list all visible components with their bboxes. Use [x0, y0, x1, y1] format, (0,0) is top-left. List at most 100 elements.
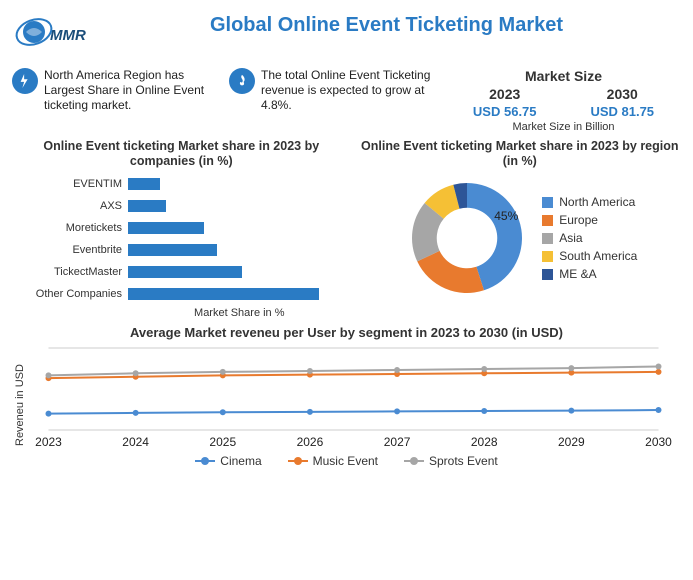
- line-legend-marker: [288, 460, 308, 462]
- series-marker: [133, 410, 139, 416]
- bar-track: [128, 200, 351, 212]
- legend-item: Europe: [542, 213, 637, 227]
- x-tick-label: 2023: [35, 435, 62, 449]
- legend-swatch: [542, 251, 553, 262]
- fact-growth: The total Online Event Ticketing revenue…: [229, 68, 432, 113]
- line-legend-marker: [404, 460, 424, 462]
- x-tick-label: 2025: [209, 435, 236, 449]
- bar-fill: [128, 244, 217, 256]
- x-tick-label: 2027: [384, 435, 411, 449]
- donut-center-label: 45%: [494, 209, 518, 223]
- donut-slice: [417, 251, 484, 293]
- line-legend-item: Music Event: [288, 454, 378, 468]
- bar-track: [128, 222, 351, 234]
- legend-swatch: [542, 233, 553, 244]
- bar-label: EVENTIM: [12, 178, 128, 190]
- flame-icon: [229, 68, 255, 94]
- line-chart-y-label: Reveneu in USD: [12, 342, 26, 452]
- bar-row: Eventbrite: [12, 241, 351, 259]
- bar-row: EVENTIM: [12, 175, 351, 193]
- legend-swatch: [542, 269, 553, 280]
- market-size-value: USD 56.75: [473, 102, 537, 119]
- bar-label: Other Companies: [12, 288, 128, 300]
- series-marker: [481, 366, 487, 372]
- series-marker: [394, 408, 400, 414]
- legend-label: South America: [559, 249, 637, 263]
- bar-row: Moretickets: [12, 219, 351, 237]
- series-marker: [307, 409, 313, 415]
- legend-item: ME &A: [542, 267, 637, 281]
- company-share-chart: Online Event ticketing Market share in 2…: [12, 139, 351, 319]
- bar-label: AXS: [12, 200, 128, 212]
- legend-item: South America: [542, 249, 637, 263]
- facts-row: North America Region has Largest Share i…: [0, 68, 693, 137]
- series-line: [49, 410, 659, 414]
- header: MMR Global Online Event Ticketing Market: [0, 0, 693, 68]
- market-size-value: USD 81.75: [590, 102, 654, 119]
- donut-chart-title: Online Event ticketing Market share in 2…: [359, 139, 681, 169]
- series-marker: [46, 372, 52, 378]
- bar-row: TickectMaster: [12, 263, 351, 281]
- line-legend: Cinema Music Event Sprots Event: [12, 452, 681, 468]
- bar-track: [128, 266, 351, 278]
- market-size-title: Market Size: [446, 68, 681, 84]
- line-legend-label: Sprots Event: [429, 454, 498, 468]
- series-marker: [394, 367, 400, 373]
- region-share-chart: Online Event ticketing Market share in 2…: [359, 139, 681, 319]
- bar-chart-title: Online Event ticketing Market share in 2…: [12, 139, 351, 169]
- market-size-subtitle: Market Size in Billion: [446, 119, 681, 133]
- x-tick-label: 2024: [122, 435, 149, 449]
- line-legend-marker: [195, 460, 215, 462]
- fact-text: North America Region has Largest Share i…: [44, 68, 215, 113]
- donut-wrap: 45%: [402, 173, 532, 303]
- page-title: Global Online Event Ticketing Market: [92, 8, 681, 37]
- bar-label: Eventbrite: [12, 244, 128, 256]
- series-marker: [656, 369, 662, 375]
- bar-track: [128, 288, 351, 300]
- donut-legend: North AmericaEuropeAsiaSouth AmericaME &…: [542, 195, 637, 281]
- series-marker: [46, 411, 52, 417]
- series-marker: [220, 409, 226, 415]
- series-marker: [656, 407, 662, 413]
- bar-fill: [128, 222, 204, 234]
- line-legend-item: Cinema: [195, 454, 261, 468]
- series-marker: [220, 369, 226, 375]
- revenue-per-user-chart: Average Market reveneu per User by segme…: [0, 319, 693, 468]
- bar-chart-body: EVENTIM AXS Moretickets Eventbrite TickectMa…: [12, 175, 351, 303]
- bar-fill: [128, 266, 242, 278]
- legend-label: North America: [559, 195, 635, 209]
- legend-label: Europe: [559, 213, 598, 227]
- line-legend-label: Music Event: [313, 454, 378, 468]
- market-size-year: 2030: [590, 86, 654, 102]
- bar-chart-x-label: Market Share in %: [12, 303, 351, 319]
- bar-row: AXS: [12, 197, 351, 215]
- bar-fill: [128, 288, 319, 300]
- series-marker: [307, 368, 313, 374]
- bar-label: Moretickets: [12, 222, 128, 234]
- x-tick-label: 2029: [558, 435, 585, 449]
- bolt-icon: [12, 68, 38, 94]
- bar-fill: [128, 178, 160, 190]
- bar-label: TickectMaster: [12, 266, 128, 278]
- bar-track: [128, 244, 351, 256]
- market-size-block: Market Size 2023 USD 56.75 2030 USD 81.7…: [446, 68, 681, 133]
- x-tick-label: 2028: [471, 435, 498, 449]
- legend-swatch: [542, 197, 553, 208]
- line-svg: 20232024202520262027202820292030: [26, 342, 681, 452]
- svg-text:MMR: MMR: [50, 27, 86, 44]
- series-marker: [481, 408, 487, 414]
- market-size-col: 2023 USD 56.75: [473, 86, 537, 119]
- series-marker: [656, 363, 662, 369]
- line-chart-title: Average Market reveneu per User by segme…: [12, 325, 681, 340]
- legend-swatch: [542, 215, 553, 226]
- bar-track: [128, 178, 351, 190]
- line-legend-item: Sprots Event: [404, 454, 498, 468]
- series-marker: [568, 365, 574, 371]
- donut-svg: [402, 173, 532, 303]
- series-marker: [133, 370, 139, 376]
- mid-row: Online Event ticketing Market share in 2…: [0, 137, 693, 319]
- legend-label: ME &A: [559, 267, 596, 281]
- series-marker: [568, 408, 574, 414]
- market-size-year: 2023: [473, 86, 537, 102]
- legend-item: North America: [542, 195, 637, 209]
